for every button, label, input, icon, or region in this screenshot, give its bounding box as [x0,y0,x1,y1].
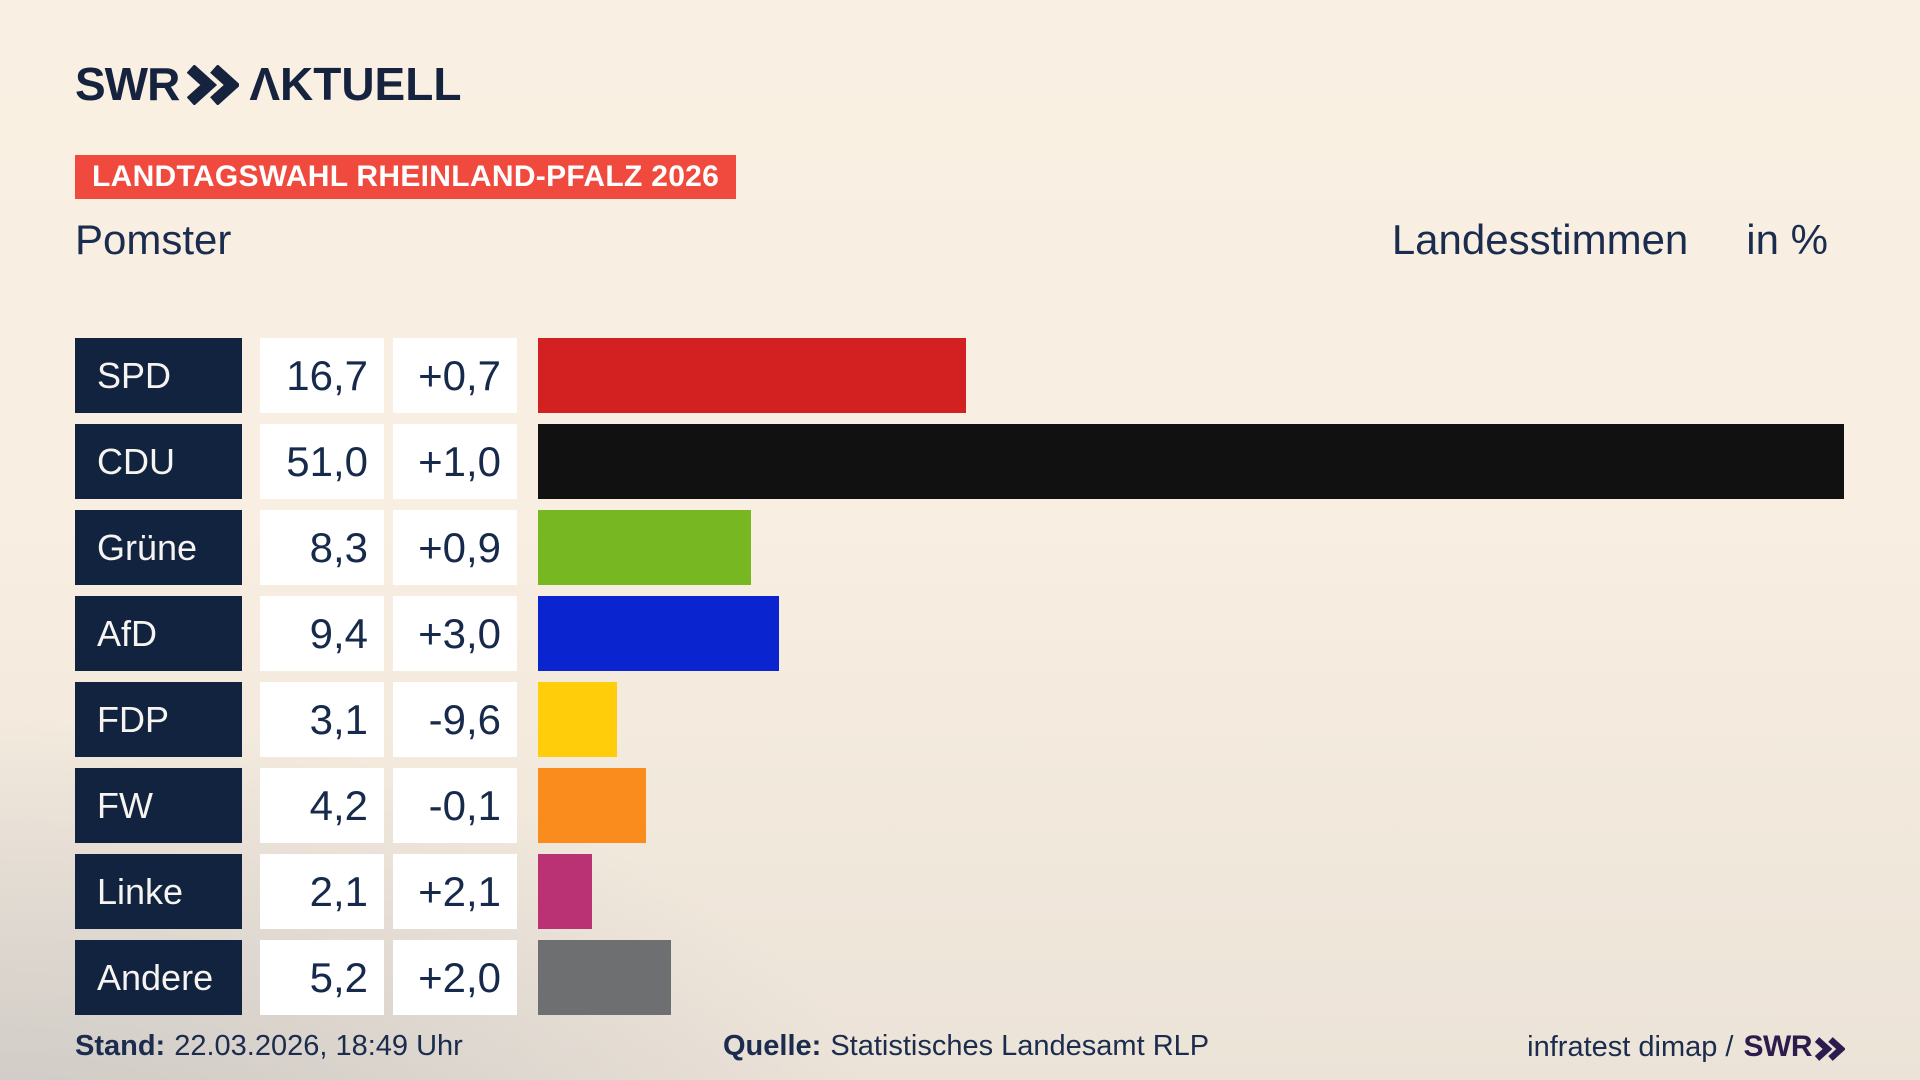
party-bar [538,338,966,413]
party-change: -0,1 [393,768,517,843]
party-value: 51,0 [260,424,384,499]
party-change: +2,0 [393,940,517,1015]
party-name: SPD [75,338,242,413]
party-row-spd: SPD 16,7 +0,7 [75,338,1845,413]
unit-label: in % [1746,216,1828,263]
stand-info: Stand: 22.03.2026, 18:49 Uhr [75,1030,463,1063]
party-row-fdp: FDP 3,1 -9,6 [75,682,1845,757]
party-change: +3,0 [393,596,517,671]
party-bar [538,424,1844,499]
party-value: 9,4 [260,596,384,671]
party-row-fw: FW 4,2 -0,1 [75,768,1845,843]
party-row-cdu: CDU 51,0 +1,0 [75,424,1845,499]
swr-logo-text: SWR [75,58,180,110]
municipality-title: Pomster [75,216,232,263]
party-name: Linke [75,854,242,929]
stand-value: 22.03.2026, 18:49 Uhr [174,1030,463,1062]
party-bar [538,596,779,671]
party-change: +0,7 [393,338,517,413]
party-change: -9,6 [393,682,517,757]
source-info: Quelle: Statistisches Landesamt RLP [723,1030,1209,1063]
party-name: Andere [75,940,242,1015]
party-bar [538,510,751,585]
party-row-andere: Andere 5,2 +2,0 [75,940,1845,1015]
party-value: 4,2 [260,768,384,843]
swr-chevrons-icon [187,65,240,105]
party-row-linke: Linke 2,1 +2,1 [75,854,1845,929]
party-value: 3,1 [260,682,384,757]
party-name: AfD [75,596,242,671]
credit-swr-chevrons-icon [1815,1036,1845,1061]
aktuell-logo-text: ΛKTUELL [249,58,462,110]
party-change: +1,0 [393,424,517,499]
party-value: 2,1 [260,854,384,929]
credit-swr-logo: SWR [1743,1030,1813,1063]
party-bar [538,768,646,843]
party-row-gruene: Grüne 8,3 +0,9 [75,510,1845,585]
party-change: +0,9 [393,510,517,585]
stand-label: Stand: [75,1030,166,1062]
measure-heading: Landesstimmen in % [1392,216,1828,264]
party-name: FW [75,768,242,843]
credit-info: infratest dimap / SWR [1527,1030,1845,1064]
credit-text: infratest dimap / [1527,1030,1734,1063]
party-change: +2,1 [393,854,517,929]
party-name: FDP [75,682,242,757]
swr-aktuell-logo: SWR ΛKTUELL [75,58,461,110]
party-row-afd: AfD 9,4 +3,0 [75,596,1845,671]
source-value: Statistisches Landesamt RLP [830,1030,1210,1062]
party-bar [538,940,671,1015]
party-name: CDU [75,424,242,499]
election-badge: LANDTAGSWAHL RHEINLAND-PFALZ 2026 [75,155,737,199]
party-bar [538,682,617,757]
source-label: Quelle: [723,1030,822,1062]
party-value: 8,3 [260,510,384,585]
party-bar [538,854,592,929]
party-name: Grüne [75,510,242,585]
measure-label: Landesstimmen [1391,216,1689,263]
party-value: 5,2 [260,940,384,1015]
party-value: 16,7 [260,338,384,413]
results-chart: SPD 16,7 +0,7 CDU 51,0 +1,0 Grüne 8,3 +0… [75,338,1845,1026]
